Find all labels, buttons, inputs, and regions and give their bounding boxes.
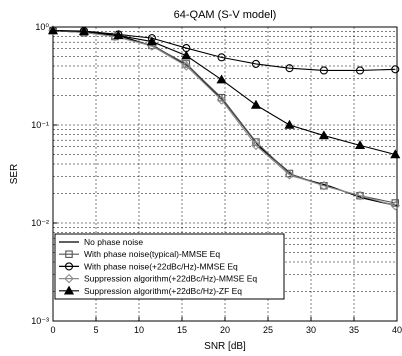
x-tick-label: 5 [93,325,98,335]
legend-item: No phase noise [59,237,143,247]
data-point [113,30,124,40]
legend-marker [63,285,75,295]
y-axis-title: SER [9,164,20,185]
series-1 [49,26,400,207]
series-line [52,29,396,207]
legend-label: Suppression algorithm(+22dBc/Hz)-MMSE Eq [84,274,257,284]
legend-item: Suppression algorithm(+22dBc/Hz)-MMSE Eq [59,274,257,284]
series-layer [47,25,401,211]
x-tick-label: 30 [306,325,316,335]
legend-item: With phase noise(typical)-MMSE Eq [59,249,220,259]
data-point [390,200,401,211]
data-point [216,74,227,84]
legend-marker [64,262,74,271]
data-point [284,170,295,180]
data-point [216,95,227,105]
x-tick-label: 20 [220,325,230,335]
series-3 [48,25,401,211]
legend-label: With phase noise(+22dBc/Hz)-MMSE Eq [84,261,238,271]
data-point [47,25,59,35]
data-point [391,199,400,207]
legend-box [54,233,285,300]
data-point [356,191,364,200]
legend-label: Suppression algorithm(+22dBc/Hz)-ZF Eq [84,286,242,296]
data-point [285,64,294,73]
y-tick-label: 10⁰ [35,22,49,32]
x-axis-title: SNR [dB] [204,341,246,352]
chart-title: 64-QAM (S-V model) [174,9,277,21]
data-point [319,180,329,191]
legend-marker [65,250,73,258]
y-tick-label: 10⁻³ [31,316,49,326]
data-point [181,50,192,60]
data-point [355,190,365,201]
data-point [318,130,329,140]
x-tick-label: 35 [349,325,359,335]
data-point [319,66,328,75]
x-tick-label: 40 [392,325,402,335]
series-line [52,29,396,156]
legend: No phase noise With phase noise(typical)-… [54,233,285,300]
x-tick-label: 0 [50,325,55,335]
axis-ticks: 0 5 10 15 20 25 30 35 40 10⁻³ 10⁻² 10⁻¹ 10⁰ [31,22,402,335]
data-point [250,99,262,109]
data-point [146,36,157,46]
legend-item: Suppression algorithm(+22dBc/Hz)-ZF Eq [59,285,242,296]
data-point [391,65,400,74]
data-point [251,59,261,68]
x-tick-label: 25 [263,325,273,335]
series-4 [47,25,401,159]
series-line [52,29,396,204]
data-point [78,26,90,36]
data-point [284,119,295,129]
data-point [355,66,365,75]
y-tick-label: 10⁻² [31,218,49,228]
x-tick-label: 10 [134,325,144,335]
data-point [390,149,401,159]
y-tick-label: 10⁻¹ [31,120,49,130]
data-point [354,140,366,150]
series-line [52,29,396,72]
legend-marker [64,273,74,284]
data-point [48,25,58,36]
data-point [217,53,226,62]
legend-label: No phase noise [84,237,143,247]
legend-label: With phase noise(typical)-MMSE Eq [84,249,220,259]
data-point [320,181,328,190]
x-tick-label: 15 [177,325,187,335]
legend-item: With phase noise(+22dBc/Hz)-MMSE Eq [59,261,238,271]
data-point [251,140,261,151]
data-point [181,61,192,71]
